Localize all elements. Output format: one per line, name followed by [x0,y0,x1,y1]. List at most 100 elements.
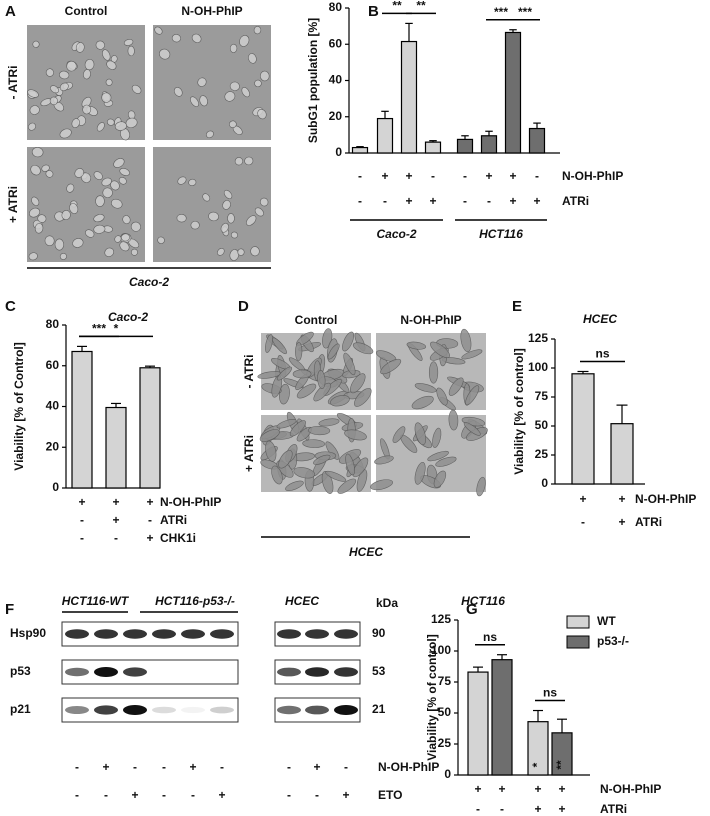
band [277,705,301,715]
condition-name: CHK1i [160,531,196,545]
cell [95,40,105,50]
band [334,667,358,677]
chart-title: Caco-2 [108,310,148,324]
kda-label: 21 [372,702,386,716]
bar [351,146,369,154]
cell [460,328,472,353]
condition-mark: - [162,760,166,774]
cell [259,429,280,442]
condition-mark: - [133,760,137,774]
panel-letter: C [5,298,16,315]
cell [119,241,130,252]
error-bar [461,135,469,140]
cell [345,453,355,476]
bar [105,406,127,489]
cell [342,331,354,352]
cell [227,213,235,224]
cell [246,215,257,226]
significance-label: *** [92,322,106,336]
cell [45,170,54,178]
cell [32,40,40,48]
cell [257,108,267,120]
y-tick-label: 20 [46,439,60,453]
y-tick-label: 60 [46,358,60,372]
cell [118,177,127,185]
blot-box [61,659,239,685]
cell [430,341,450,359]
condition-mark: + [533,194,540,208]
cell [37,214,47,223]
cell [85,229,95,238]
condition-mark: + [509,194,516,208]
band [277,667,301,677]
significance-label: ** [416,0,426,13]
y-tick-label: 40 [46,399,60,413]
band [152,629,176,639]
bar [467,671,489,776]
condition-mark: - [500,802,504,816]
cell [72,238,84,248]
cell [127,45,135,57]
condition-mark: + [474,782,481,796]
blot-group: HCEC [285,594,319,608]
cell [292,369,312,379]
error-bar [577,370,589,374]
cell [352,342,374,355]
cell [234,157,244,166]
condition-mark: + [102,760,109,774]
y-tick-label: 125 [431,612,451,626]
chart-title: HCT116 [461,594,505,608]
cell [114,235,122,243]
cell [248,53,257,64]
condition-mark: - [463,169,467,183]
y-tick-label: 100 [431,643,451,657]
row-label: - ATRi [6,66,20,100]
cell [448,409,459,431]
micrograph [259,411,371,494]
y-tick-label: 25 [535,447,549,461]
cell [254,207,264,217]
bar [491,659,513,776]
blot-box [61,621,239,647]
band [94,667,118,677]
y-tick-label: 75 [438,674,452,688]
band [94,629,118,639]
condition-mark: + [189,760,196,774]
cell [392,426,406,444]
cell [75,42,85,53]
condition-mark: + [534,802,541,816]
band [181,706,205,714]
band [65,706,89,714]
significance-label: *** [494,5,508,19]
y-tick-label: 80 [46,317,60,331]
y-axis-label: Viability [% of control] [425,634,439,760]
error-bar [616,404,628,424]
group-label: HCT116 [479,227,523,241]
panel-letter: E [512,298,522,315]
cell [352,457,369,478]
column-header: N-OH-PhIP [181,4,242,18]
row-label: + ATRi [6,186,20,223]
cell [177,176,187,185]
panel-letter: A [5,3,16,20]
condition-name: ATRi [160,513,187,527]
band [305,629,329,639]
cell [28,252,38,261]
y-tick-label: 0 [335,145,342,159]
cell [343,352,356,376]
condition-mark: - [463,194,467,208]
cell [317,370,326,389]
cell [105,78,113,86]
cell [93,224,106,234]
condition-mark: + [146,495,153,509]
cell [113,158,125,168]
cell [41,164,50,172]
micrograph [27,147,145,262]
condition-mark: + [498,782,505,796]
band [123,667,147,677]
condition-mark: - [75,788,79,802]
condition-mark: + [131,788,138,802]
cell [230,231,238,239]
y-axis-label: Viability [% of Control] [12,342,26,470]
condition-mark: + [218,788,225,802]
